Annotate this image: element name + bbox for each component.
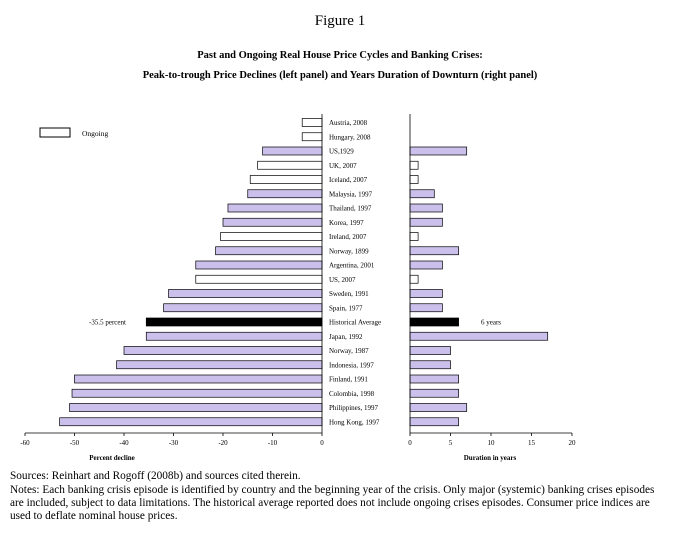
category-label-japan-1992: Japan, 1992: [329, 333, 363, 341]
right-bar-finland-1991: [409, 374, 459, 384]
category-label-us-1929: US,1929: [329, 148, 354, 156]
category-label-us-2007: US, 2007: [329, 276, 356, 284]
left-tick-label: -30: [169, 439, 179, 447]
right-tick-label: 20: [569, 439, 577, 447]
right-bar-japan-1992: [409, 331, 549, 341]
category-label-argentina-2001: Argentina, 2001: [329, 262, 375, 270]
left-tick-label: -60: [20, 439, 30, 447]
left-bar-austria-2008: [301, 118, 323, 127]
category-label-iceland-2007: Iceland, 2007: [329, 176, 368, 184]
right-bar-hong-kong-1997: [409, 417, 459, 427]
right-bar-us-2007: [409, 274, 419, 284]
category-label-hong-kong-1997: Hong Kong, 1997: [329, 418, 380, 426]
left-tick-label: -40: [119, 439, 129, 447]
left-tick-label: -50: [70, 439, 80, 447]
sources-note: Sources: Reinhart and Rogoff (2008b) and…: [10, 470, 301, 482]
left-bar-colombia-1998: [71, 388, 323, 398]
right-bar-malaysia-1997: [409, 189, 435, 199]
category-label-korea-1997: Korea, 1997: [329, 219, 364, 227]
left-bar-iceland-2007: [249, 175, 323, 184]
chart-subtitle: Peak-to-trough Price Declines (left pane…: [142, 70, 538, 81]
left-bar-us-2007: [195, 274, 323, 284]
left-panel-price-declines: Austria, 2008 Hungary, 2008 US,1929 UK, 200…: [20, 114, 381, 462]
right-panel-duration: 0 5 10 15 20 Duration in years 6 years: [408, 114, 576, 462]
figure-label: Figure 1: [314, 13, 366, 29]
right-bar-norway-1987: [409, 346, 451, 355]
notes-text: Notes: Each banking crisis episode is id…: [10, 484, 655, 522]
category-label-philippines-1997: Philippines, 1997: [329, 404, 379, 412]
right-bar-thailand-1997: [409, 203, 443, 213]
right-bar-indonesia-1997: [409, 360, 451, 370]
left-average-annotation: -35.5 percent: [89, 319, 126, 327]
legend-label-ongoing: Ongoing: [82, 129, 109, 138]
legend-swatch-ongoing: [39, 127, 71, 138]
right-bar-us-1929: [409, 146, 468, 156]
left-bar-us-1929: [262, 146, 323, 156]
category-label-thailand-1997: Thailand, 1997: [329, 205, 372, 213]
category-label-austria-2008: Austria, 2008: [329, 119, 368, 127]
left-tick-label: -20: [218, 439, 228, 447]
left-bar-hong-kong-1997: [59, 417, 323, 427]
left-bar-uk-2007: [257, 160, 323, 170]
left-bar-historical-average: [145, 317, 323, 327]
right-bar-philippines-1997: [409, 403, 468, 412]
left-bar-malaysia-1997: [247, 189, 323, 199]
right-bar-argentina-2001: [409, 260, 443, 270]
right-bar-iceland-2007: [409, 175, 419, 184]
right-tick-label: 0: [408, 439, 412, 447]
right-bar-norway-1899: [409, 246, 459, 256]
right-bar-historical-average: [409, 317, 459, 327]
left-bar-spain-1977: [163, 303, 323, 313]
left-bar-sweden-1991: [168, 289, 323, 298]
category-label-colombia-1998: Colombia, 1998: [329, 390, 375, 398]
category-label-norway-1899: Norway, 1899: [329, 247, 369, 255]
right-average-annotation: 6 years: [481, 319, 501, 327]
category-label-finland-1991: Finland, 1991: [329, 376, 368, 384]
category-label-historical-average: Historical Average: [329, 319, 381, 327]
left-bar-finland-1991: [74, 374, 323, 384]
category-label-uk-2007: UK, 2007: [329, 162, 357, 170]
category-label-norway-1987: Norway, 1987: [329, 347, 369, 355]
right-bar-uk-2007: [409, 160, 419, 170]
right-tick-label: 15: [528, 439, 536, 447]
left-x-axis-label: Percent decline: [89, 454, 135, 462]
right-bar-spain-1977: [409, 303, 443, 313]
right-tick-label: 10: [488, 439, 496, 447]
chart-title: Past and Ongoing Real House Price Cycles…: [197, 50, 483, 61]
right-bar-sweden-1991: [409, 289, 443, 298]
right-tick-label: 5: [449, 439, 453, 447]
left-bar-norway-1899: [215, 246, 323, 256]
legend: Ongoing: [39, 127, 109, 138]
left-tick-label: -10: [268, 439, 278, 447]
right-bar-korea-1997: [409, 217, 443, 227]
left-tick-label: 0: [320, 439, 324, 447]
left-bar-korea-1997: [222, 217, 323, 227]
left-bar-ireland-2007: [220, 232, 323, 241]
left-bar-philippines-1997: [69, 403, 323, 412]
right-bar-colombia-1998: [409, 388, 459, 398]
left-bar-hungary-2008: [301, 132, 323, 142]
left-bar-argentina-2001: [195, 260, 323, 270]
category-label-ireland-2007: Ireland, 2007: [329, 233, 367, 241]
category-label-indonesia-1997: Indonesia, 1997: [329, 361, 374, 369]
category-label-hungary-2008: Hungary, 2008: [329, 133, 371, 141]
category-label-spain-1977: Spain, 1977: [329, 304, 363, 312]
left-bar-japan-1992: [145, 331, 323, 341]
left-bar-norway-1987: [123, 346, 323, 355]
left-bar-thailand-1997: [227, 203, 323, 213]
left-bar-indonesia-1997: [116, 360, 323, 370]
right-bar-ireland-2007: [409, 232, 419, 241]
right-x-axis-label: Duration in years: [464, 454, 517, 462]
category-label-sweden-1991: Sweden, 1991: [329, 290, 369, 298]
category-label-malaysia-1997: Malaysia, 1997: [329, 190, 373, 198]
